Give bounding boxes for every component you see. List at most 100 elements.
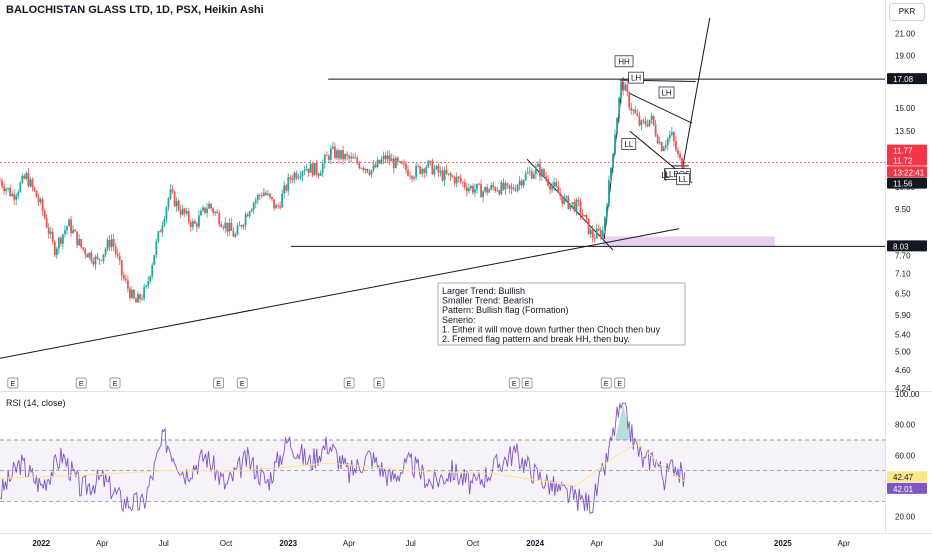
candle-body: [557, 186, 559, 192]
candle-body: [521, 181, 523, 186]
candle-body: [340, 150, 342, 158]
candle-body: [30, 179, 32, 186]
candle-body: [622, 82, 624, 91]
candle-body: [224, 223, 226, 229]
candle-body: [121, 260, 123, 275]
price-label: 11.72: [893, 157, 913, 166]
candle-body: [180, 210, 182, 215]
candle-body: [387, 155, 389, 159]
time-tick: 2022: [32, 539, 50, 548]
rsi-label: 42.47: [893, 473, 914, 482]
candle-body: [596, 229, 598, 239]
candle-body: [405, 164, 407, 170]
candle-body: [366, 169, 368, 172]
note-line-7: 2. Fremed flag pattern and break HH, the…: [442, 334, 630, 344]
candle-body: [82, 247, 84, 249]
candle-body: [537, 164, 539, 167]
candle-body: [381, 159, 383, 163]
candle-body: [492, 185, 494, 187]
candle-body: [237, 226, 239, 235]
candle-body: [239, 225, 241, 226]
candle-body: [251, 210, 253, 212]
candle-body: [135, 298, 137, 302]
candle-body: [488, 189, 490, 192]
candle-body: [80, 239, 82, 247]
candle-body: [70, 220, 72, 233]
candle-body: [90, 253, 92, 262]
candle-body: [612, 154, 614, 168]
candle-body: [452, 176, 454, 177]
candle-body: [539, 164, 541, 177]
candle-body: [462, 182, 464, 183]
time-tick: Jul: [653, 539, 663, 548]
candle-body: [257, 195, 259, 200]
candle-body: [34, 187, 36, 190]
candle-body: [663, 147, 665, 151]
candle-body: [553, 182, 555, 186]
candle-body: [220, 224, 222, 227]
time-tick: Jul: [159, 539, 169, 548]
candle-body: [411, 176, 413, 179]
tag-lh-1: LH: [631, 74, 641, 83]
candle-body: [569, 204, 571, 209]
candle-body: [450, 173, 452, 176]
candle-body: [632, 110, 634, 111]
candle-body: [245, 214, 247, 225]
price-tick: 6.50: [895, 289, 911, 298]
candle-body: [486, 187, 488, 193]
candle-body: [314, 163, 316, 175]
candle-body: [243, 225, 245, 227]
note-box[interactable]: Larger Trend: Bullish Smaller Trend: Bea…: [438, 283, 685, 345]
candle-body: [423, 169, 425, 173]
time-tick: Jul: [406, 539, 416, 548]
candle-body: [584, 215, 586, 216]
candle-body: [184, 208, 186, 213]
candle-body: [253, 203, 255, 209]
earnings-marker: E: [347, 381, 352, 388]
candle-body: [312, 164, 314, 176]
candle-body: [11, 194, 13, 196]
candle-body: [464, 182, 466, 187]
price-label: 17.08: [893, 75, 914, 84]
currency-button[interactable]: PKR: [889, 3, 925, 21]
price-tick: 21.00: [895, 29, 916, 38]
candle-body: [602, 231, 604, 237]
candle-body: [476, 184, 478, 189]
candle-body: [115, 246, 117, 253]
candle-body: [507, 183, 509, 185]
tag-lh-2: LH: [661, 88, 671, 97]
candle-body: [147, 281, 149, 285]
time-tick: 2023: [279, 539, 297, 548]
candle-body: [44, 211, 46, 218]
candle-body: [304, 170, 306, 171]
candle-body: [76, 231, 78, 245]
time-tick: Apr: [343, 539, 356, 548]
candle-body: [679, 154, 681, 158]
candle-body: [123, 275, 125, 279]
candle-body: [109, 240, 111, 247]
candle-body: [50, 232, 52, 234]
candle-body: [275, 205, 277, 208]
candle-body: [332, 147, 334, 149]
candle-body: [306, 169, 308, 171]
candle-body: [369, 172, 371, 174]
candle-body: [228, 223, 230, 232]
candle-body: [338, 150, 340, 158]
candle-body: [480, 184, 482, 197]
candle-body: [533, 174, 535, 178]
note-line-3: Pattern: Bullish flag (Formation): [442, 305, 569, 315]
candle-body: [614, 135, 616, 154]
price-tick: 9.50: [895, 205, 911, 214]
candle-body: [600, 230, 602, 237]
candle-body: [628, 92, 630, 108]
candle-body: [302, 172, 304, 177]
candle-body: [397, 158, 399, 162]
candle-body: [155, 241, 157, 255]
candle-body: [513, 187, 515, 189]
price-tick: 7.10: [895, 270, 911, 279]
earnings-marker: E: [377, 381, 382, 388]
candle-body: [673, 132, 675, 141]
